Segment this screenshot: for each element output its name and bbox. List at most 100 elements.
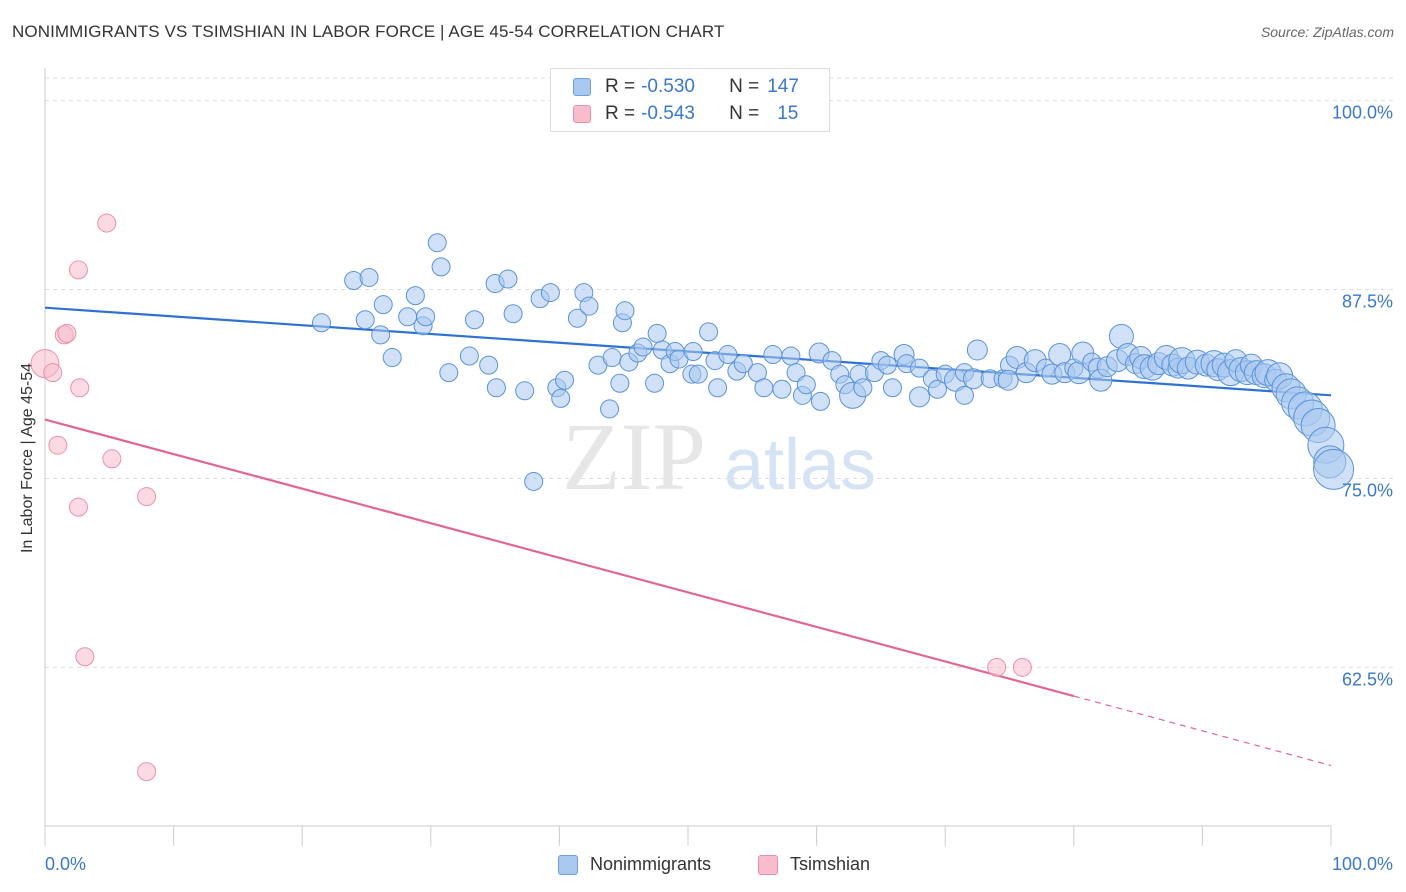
point-nonimmigrants: [579, 296, 599, 316]
data-points: [30, 213, 1355, 782]
n-label: N =: [729, 76, 760, 97]
point-nonimmigrants: [498, 269, 518, 289]
legend-swatch-tsimshian: [758, 854, 778, 875]
point-nonimmigrants: [633, 337, 653, 357]
point-nonimmigrants: [344, 270, 364, 290]
point-nonimmigrants: [459, 346, 479, 366]
point-nonimmigrants: [772, 379, 792, 399]
point-nonimmigrants: [555, 370, 575, 390]
point-nonimmigrants: [810, 391, 830, 411]
point-nonimmigrants: [954, 385, 974, 405]
point-nonimmigrants: [486, 378, 506, 398]
point-nonimmigrants: [909, 358, 929, 378]
point-nonimmigrants: [416, 307, 436, 327]
y-tick-label: 62.5%: [1342, 669, 1393, 689]
point-nonimmigrants: [877, 355, 897, 375]
trend-line-tsimshian-extension: [1073, 695, 1332, 767]
point-nonimmigrants: [503, 304, 523, 324]
point-nonimmigrants: [962, 368, 984, 390]
x-tick-label: 0.0%: [45, 854, 86, 874]
n-value: 15: [777, 103, 799, 124]
y-tick-label: 100.0%: [1332, 103, 1393, 123]
point-nonimmigrants: [645, 373, 665, 393]
y-tick-label: 75.0%: [1342, 480, 1393, 500]
legend-swatch-tsimshian: [573, 105, 591, 123]
point-nonimmigrants: [515, 381, 535, 401]
point-nonimmigrants: [927, 379, 947, 399]
point-nonimmigrants: [311, 313, 331, 333]
point-nonimmigrants: [600, 399, 620, 419]
r-value: -0.543: [641, 103, 695, 124]
source-credit: Source: ZipAtlas.com: [1260, 24, 1394, 40]
correlation-legend: R = -0.530 N = 147 R = -0.543 N = 15: [550, 68, 830, 132]
point-nonimmigrants: [966, 339, 988, 361]
point-tsimshian: [75, 647, 95, 667]
point-nonimmigrants: [567, 308, 587, 328]
y-tick-label: 87.5%: [1342, 292, 1393, 312]
point-tsimshian: [70, 378, 90, 398]
point-nonimmigrants: [853, 378, 873, 398]
point-nonimmigrants: [439, 363, 459, 383]
n-label: N =: [729, 103, 760, 124]
legend-swatch-nonimmigrants: [573, 78, 591, 96]
legend-row-nonimmigrants: R = -0.530 N = 147: [573, 75, 799, 99]
point-nonimmigrants: [431, 257, 451, 277]
point-nonimmigrants: [647, 323, 667, 343]
point-nonimmigrants: [781, 346, 801, 366]
point-nonimmigrants: [699, 322, 719, 342]
point-tsimshian: [987, 657, 1007, 677]
point-tsimshian: [57, 323, 77, 343]
point-tsimshian: [68, 260, 88, 280]
watermark: ZIP atlas: [562, 403, 876, 510]
point-nonimmigrants: [733, 354, 753, 374]
point-nonimmigrants: [610, 373, 630, 393]
point-nonimmigrants: [688, 364, 708, 384]
tick-labels: 100.0% 87.5% 75.0% 62.5% 0.0% 100.0%: [45, 103, 1393, 874]
point-nonimmigrants: [427, 233, 447, 253]
point-nonimmigrants: [465, 310, 485, 330]
point-nonimmigrants: [908, 386, 930, 408]
point-tsimshian: [43, 363, 63, 383]
watermark-atlas: atlas: [724, 425, 876, 505]
point-tsimshian: [137, 762, 157, 782]
point-nonimmigrants: [1313, 448, 1355, 490]
point-nonimmigrants: [551, 388, 571, 408]
point-nonimmigrants: [882, 378, 902, 398]
point-nonimmigrants: [371, 325, 391, 345]
point-nonimmigrants: [405, 286, 425, 306]
point-nonimmigrants: [398, 307, 418, 327]
r-label: R =: [605, 103, 636, 124]
n-value: 147: [767, 76, 799, 97]
x-tick-label: 100.0%: [1332, 854, 1393, 874]
point-tsimshian: [102, 449, 122, 469]
legend-item-nonimmigrants[interactable]: Nonimmigrants: [558, 854, 711, 875]
point-tsimshian: [137, 487, 157, 507]
point-nonimmigrants: [997, 369, 1019, 391]
point-nonimmigrants: [359, 267, 379, 287]
point-nonimmigrants: [708, 378, 728, 398]
point-nonimmigrants: [373, 295, 393, 315]
series-legend: Nonimmigrants Tsimshian: [0, 850, 1406, 878]
legend-item-tsimshian[interactable]: Tsimshian: [758, 854, 870, 875]
point-nonimmigrants: [524, 471, 544, 491]
point-nonimmigrants: [786, 363, 806, 383]
axes: [44, 68, 1332, 846]
point-nonimmigrants: [602, 348, 622, 368]
point-nonimmigrants: [718, 345, 738, 365]
point-nonimmigrants: [796, 375, 816, 395]
legend-swatch-nonimmigrants: [558, 854, 578, 875]
point-nonimmigrants: [683, 342, 703, 362]
point-tsimshian: [97, 213, 117, 233]
chart-title: NONIMMIGRANTS VS TSIMSHIAN IN LABOR FORC…: [12, 22, 725, 41]
point-tsimshian: [48, 435, 68, 455]
point-tsimshian: [68, 497, 88, 517]
watermark-zip: ZIP: [562, 403, 706, 510]
point-nonimmigrants: [615, 301, 635, 321]
legend-row-tsimshian: R = -0.543 N = 15: [573, 102, 798, 126]
point-nonimmigrants: [355, 310, 375, 330]
legend-label: Nonimmigrants: [590, 854, 712, 874]
point-nonimmigrants: [754, 378, 774, 398]
r-label: R =: [605, 76, 636, 97]
point-nonimmigrants: [540, 283, 560, 303]
